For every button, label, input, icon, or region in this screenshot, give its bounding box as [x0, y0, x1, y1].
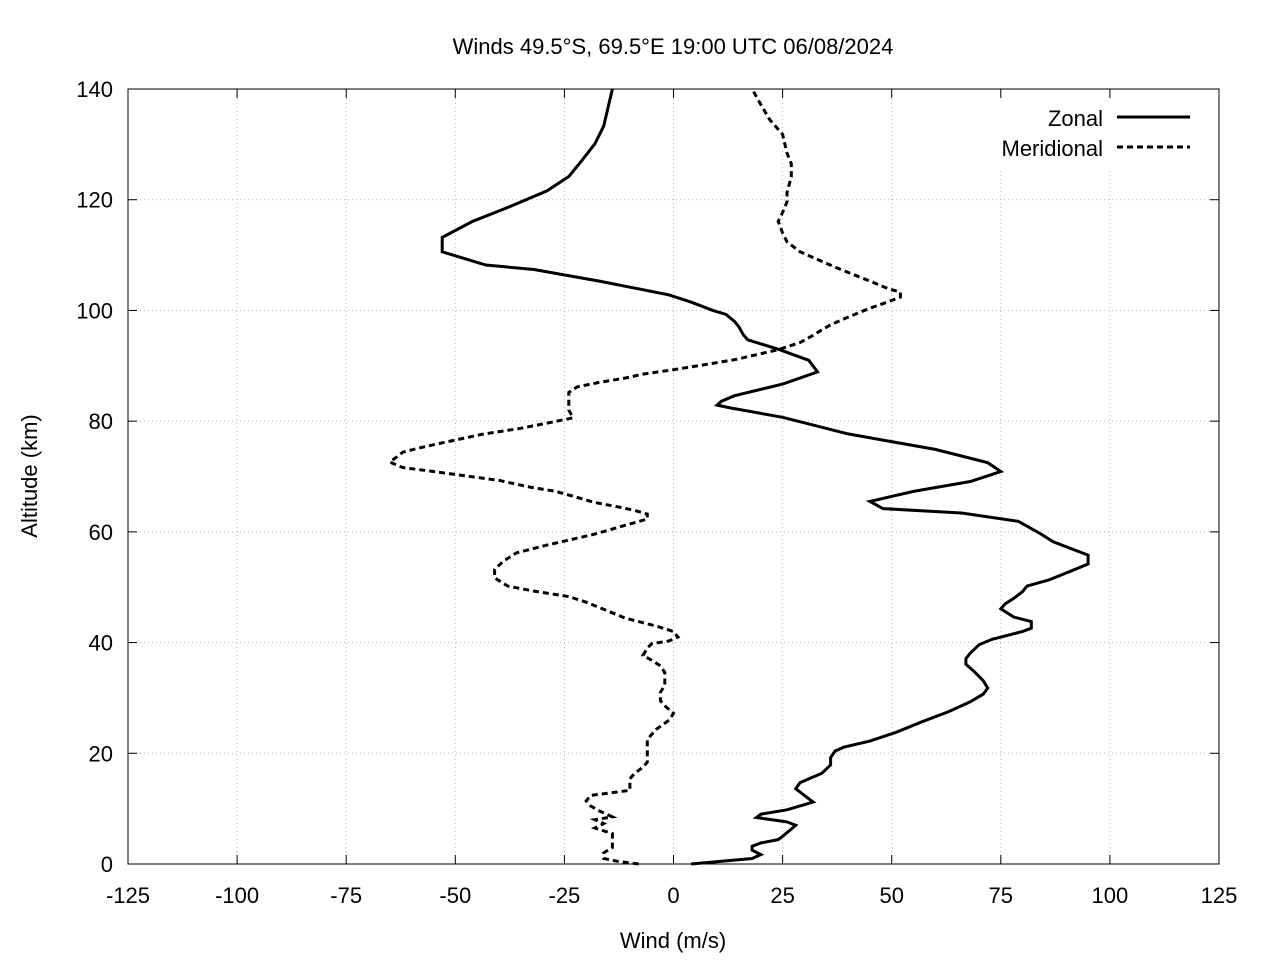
y-tick-label: 20	[89, 741, 113, 766]
legend-label-zonal: Zonal	[1048, 106, 1103, 131]
x-tick-label: -125	[106, 883, 150, 908]
x-tick-label: 50	[879, 883, 903, 908]
legend: Zonal Meridional	[965, 100, 1205, 168]
y-axis-title: Altitude (km)	[17, 414, 42, 537]
series-line-zonal	[440, 88, 1090, 866]
series	[386, 88, 1090, 866]
x-axis-title: Wind (m/s)	[620, 928, 726, 953]
legend-label-meridional: Meridional	[1002, 136, 1104, 161]
x-tick-label: 0	[667, 883, 679, 908]
axis-ticks: -125 -100 -75 -50 -25 0 25 50 75 100 125 0 20 40 60 80 1…	[76, 77, 1237, 908]
x-tick-label: 75	[989, 883, 1013, 908]
y-tick-label: 100	[76, 298, 113, 323]
x-tick-label: -75	[330, 883, 362, 908]
grid	[128, 89, 1219, 864]
y-tick-label: 140	[76, 77, 113, 102]
x-tick-label: 25	[770, 883, 794, 908]
y-tick-label: 60	[89, 520, 113, 545]
x-tick-label: -25	[549, 883, 581, 908]
y-tick-label: 0	[101, 852, 113, 877]
y-tick-label: 40	[89, 631, 113, 656]
y-tick-label: 120	[76, 188, 113, 213]
legend-background	[965, 100, 1205, 168]
x-tick-label: 125	[1201, 883, 1238, 908]
x-tick-label: -100	[215, 883, 259, 908]
x-tick-label: -50	[439, 883, 471, 908]
x-tick-label: 100	[1092, 883, 1129, 908]
series-line-meridional	[386, 88, 902, 866]
chart-title: Winds 49.5°S, 69.5°E 19:00 UTC 06/08/202…	[453, 34, 894, 59]
y-tick-label: 80	[89, 409, 113, 434]
